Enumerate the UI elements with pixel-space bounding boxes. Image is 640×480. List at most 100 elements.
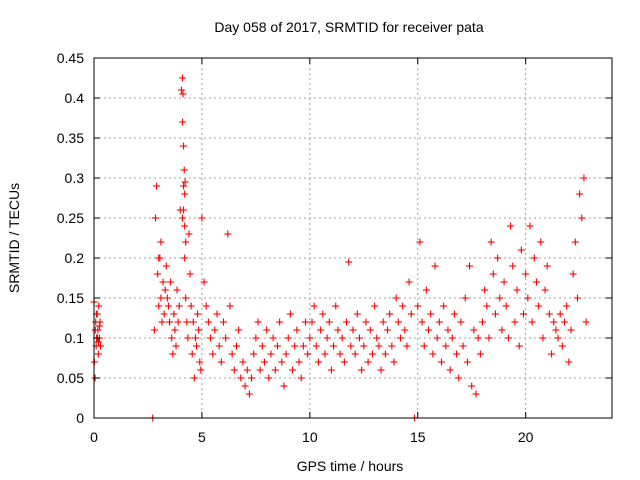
data-point [180, 142, 188, 150]
y-tick-label: 0.25 [57, 210, 84, 226]
data-point [422, 286, 430, 294]
data-point [453, 350, 461, 358]
data-point [286, 310, 294, 318]
data-point [276, 318, 284, 326]
data-point [343, 318, 351, 326]
data-point [317, 326, 325, 334]
data-point [162, 262, 170, 270]
data-point [291, 342, 299, 350]
data-point [375, 342, 383, 350]
data-point [183, 318, 191, 326]
data-point [190, 374, 198, 382]
data-point [487, 238, 495, 246]
data-point [371, 302, 379, 310]
data-point [476, 350, 484, 358]
data-point [228, 350, 236, 358]
data-point [403, 342, 411, 350]
data-point [171, 326, 179, 334]
data-point [567, 326, 575, 334]
data-point [239, 358, 247, 366]
data-point [235, 326, 243, 334]
data-point [381, 350, 389, 358]
data-point [351, 350, 359, 358]
data-point [314, 358, 322, 366]
data-point [159, 278, 167, 286]
data-point [173, 286, 181, 294]
data-point [461, 294, 469, 302]
data-point [180, 166, 188, 174]
data-point [168, 334, 176, 342]
data-point [550, 318, 558, 326]
data-point [181, 178, 189, 186]
data-point [154, 270, 162, 278]
plot-frame [93, 57, 613, 419]
data-point [450, 310, 458, 318]
data-point [153, 182, 161, 190]
data-point [416, 238, 424, 246]
data-point [252, 334, 260, 342]
data-point [230, 366, 238, 374]
x-tick-label: 20 [518, 429, 534, 445]
data-point [94, 350, 102, 358]
data-point [539, 334, 547, 342]
data-point [178, 118, 186, 126]
data-point [390, 358, 398, 366]
data-point [302, 318, 310, 326]
data-point [200, 278, 208, 286]
data-point [209, 350, 217, 358]
data-point [399, 302, 407, 310]
data-point [448, 334, 456, 342]
data-point [554, 334, 562, 342]
data-point [463, 358, 471, 366]
data-point [578, 214, 586, 222]
data-point [304, 350, 312, 358]
y-tick-label: 0.3 [65, 170, 85, 186]
data-point [220, 318, 227, 326]
data-point [373, 334, 381, 342]
data-point [161, 286, 169, 294]
data-point [414, 302, 422, 310]
data-point [429, 350, 437, 358]
data-point [169, 350, 177, 358]
data-point [472, 390, 480, 398]
data-point [353, 310, 361, 318]
data-point [498, 326, 506, 334]
data-point [196, 358, 204, 366]
data-point [271, 366, 279, 374]
data-point [207, 334, 215, 342]
data-point [457, 318, 465, 326]
data-point [180, 182, 188, 190]
data-point [323, 334, 331, 342]
data-point [308, 318, 316, 326]
data-point [195, 326, 203, 334]
data-point [340, 358, 348, 366]
data-point [174, 318, 182, 326]
data-point [312, 342, 320, 350]
data-point [556, 310, 564, 318]
data-point [535, 302, 543, 310]
data-point [571, 238, 579, 246]
data-point [545, 310, 553, 318]
data-point [96, 342, 104, 350]
data-point [520, 310, 528, 318]
data-point [405, 278, 413, 286]
data-point [284, 334, 292, 342]
data-point [265, 374, 273, 382]
data-point [530, 254, 538, 262]
data-point [494, 254, 502, 262]
data-point [189, 318, 197, 326]
data-point [334, 326, 342, 334]
y-tick-label: 0 [76, 410, 84, 426]
data-point [186, 270, 194, 278]
data-point [433, 334, 441, 342]
data-point [178, 74, 186, 82]
data-point [526, 222, 534, 230]
data-point [155, 254, 163, 262]
data-point [177, 86, 185, 94]
data-point [232, 342, 240, 350]
data-point [468, 382, 476, 390]
data-point [282, 350, 290, 358]
data-point [347, 342, 355, 350]
data-point [524, 294, 532, 302]
